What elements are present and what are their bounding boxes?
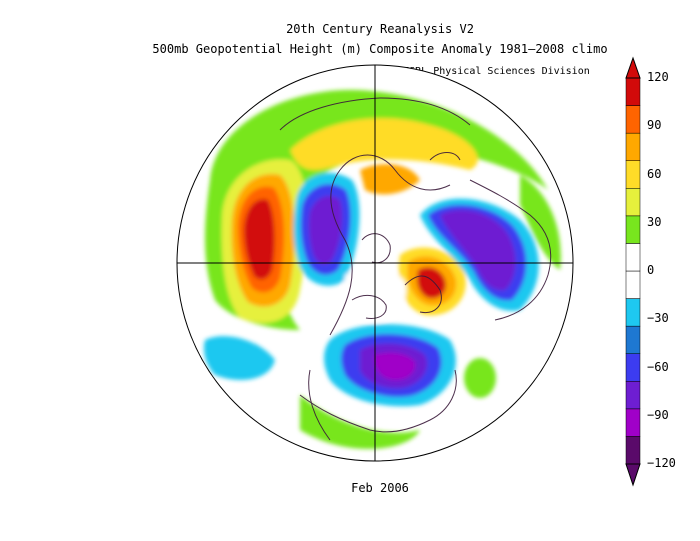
- plot-title: 20th Century Reanalysis V2: [286, 22, 474, 36]
- date-label: Feb 2006: [351, 481, 409, 495]
- plot-subtitle: 500mb Geopotential Height (m) Composite …: [152, 42, 608, 56]
- colorbar-segment: [625, 77, 641, 106]
- credit-label: NOAA/ESRL Physical Sciences Division: [373, 66, 590, 77]
- colorbar-tick-label: 90: [647, 118, 662, 133]
- colorbar-top-arrow: [625, 56, 641, 79]
- map-boundary: [176, 64, 574, 462]
- colorbar-segment: [625, 325, 641, 354]
- colorbar-segment: [625, 408, 641, 437]
- colorbar-tick-label: 60: [647, 166, 662, 181]
- coastlines: [279, 97, 552, 441]
- colorbar-bottom-arrow: [625, 463, 641, 487]
- anomaly-field: [177, 65, 573, 461]
- colorbar-tick-label: 30: [647, 214, 662, 229]
- colorbar-tick-label: −120: [647, 456, 676, 470]
- colorbar-segment: [625, 215, 641, 244]
- colorbar-segment: [625, 160, 641, 189]
- colorbar-segment: [625, 132, 641, 161]
- colorbar-tick-label: −60: [647, 359, 669, 374]
- colorbar-tick-label: −90: [647, 407, 669, 422]
- colorbar-tick-label: −30: [647, 311, 669, 326]
- colorbar-segment: [625, 105, 641, 134]
- colorbar-tick-label: 120: [647, 70, 669, 84]
- colorbar-segment: [625, 436, 641, 465]
- colorbar-tick-label: 0: [647, 263, 655, 277]
- colorbar-segment: [625, 298, 641, 327]
- colorbar-segment: [625, 188, 641, 217]
- colorbar-segment: [625, 243, 641, 272]
- colorbar-segment: [625, 270, 641, 299]
- colorbar-segment: [625, 381, 641, 410]
- colorbar-segment: [625, 353, 641, 382]
